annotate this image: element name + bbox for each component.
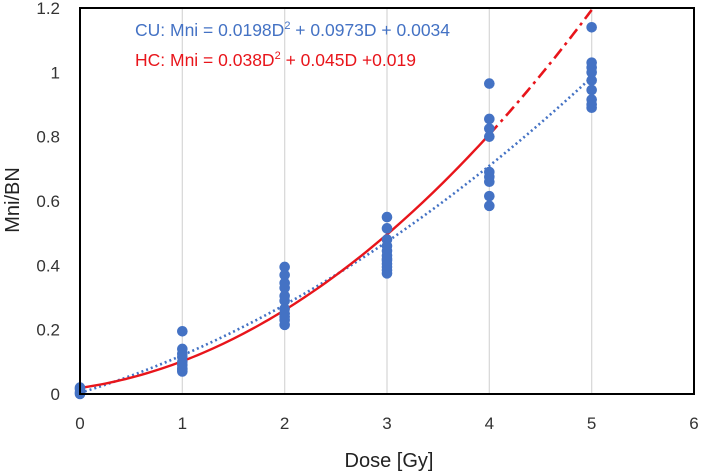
data-point — [484, 190, 495, 202]
x-tick-label: 1 — [178, 414, 187, 433]
y-tick-label: 0.6 — [36, 192, 60, 211]
data-point — [484, 123, 495, 134]
data-point — [484, 176, 495, 187]
y-tick-label: 1 — [51, 63, 60, 82]
data-point — [177, 325, 188, 337]
x-tick-label: 5 — [587, 414, 596, 433]
cu-equation-superscript: 2 — [284, 20, 290, 32]
cu-equation-prefix: CU: Mni = 0.0198D — [135, 20, 284, 40]
x-axis-label: Dose [Gy] — [345, 450, 434, 472]
x-tick-label: 2 — [280, 414, 289, 433]
plot-area-border — [79, 7, 695, 395]
cu-equation: CU: Mni = 0.0198D2 + 0.0973D + 0.0034 — [135, 20, 450, 40]
y-axis-ticks: 0 0.2 0.4 0.6 0.8 1 1.2 — [36, 0, 60, 404]
hc-equation-prefix: HC: Mni = 0.038D — [135, 50, 275, 70]
fit-curve-dotted — [79, 76, 593, 395]
data-point — [381, 268, 393, 279]
data-point — [586, 22, 597, 33]
y-tick-label: 1.2 — [36, 0, 60, 18]
hc-equation: HC: Mni = 0.038D2 + 0.045D +0.019 — [135, 50, 416, 70]
data-point — [484, 78, 495, 89]
hc-equation-suffix: + 0.045D +0.019 — [281, 50, 416, 70]
fit-curve-dash-dot — [488, 9, 593, 136]
data-point — [381, 255, 393, 266]
data-point — [381, 211, 393, 223]
data-point — [381, 223, 393, 234]
data-point — [586, 84, 597, 96]
cu-equation-suffix: + 0.0973D + 0.0034 — [290, 20, 450, 40]
y-axis-label: Mni/BN — [2, 167, 24, 233]
x-tick-label: 4 — [485, 414, 494, 433]
x-axis-ticks: 0 1 2 3 4 5 6 — [75, 414, 698, 433]
x-tick-label: 6 — [689, 414, 698, 433]
data-point — [586, 67, 597, 78]
data-point — [586, 75, 597, 86]
y-tick-label: 0.4 — [36, 256, 60, 275]
x-tick-label: 3 — [382, 414, 391, 433]
data-point — [279, 319, 290, 331]
data-point — [279, 269, 290, 281]
data-point — [484, 200, 495, 212]
data-point — [279, 261, 290, 273]
data-point — [484, 131, 495, 142]
data-point — [279, 295, 290, 307]
y-tick-label: 0.2 — [36, 321, 60, 340]
hc-equation-superscript: 2 — [275, 50, 281, 62]
data-point — [177, 366, 188, 377]
data-point — [279, 282, 290, 294]
y-tick-label: 0.8 — [36, 128, 60, 147]
data-point — [586, 102, 597, 114]
x-tick-label: 0 — [75, 414, 84, 433]
data-points — [74, 22, 597, 400]
y-tick-label: 0 — [51, 385, 60, 404]
data-point — [484, 113, 495, 125]
